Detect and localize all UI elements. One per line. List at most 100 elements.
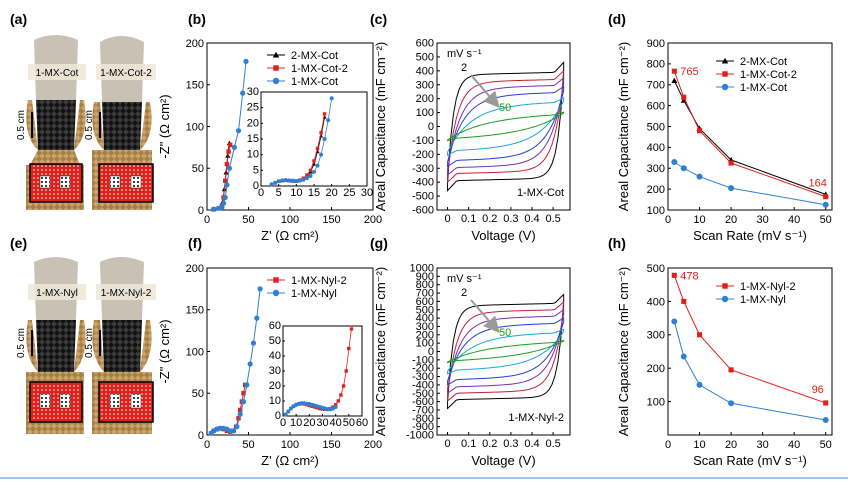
ytick-label-d: 300 xyxy=(647,163,665,175)
yaxis-title-h: Areal Capacitance (mF cm⁻²) xyxy=(616,267,631,436)
xaxis-title-g: Voltage (V) xyxy=(471,453,535,468)
ytick-label-f: 100 xyxy=(186,346,204,358)
yaxis-title-d: Areal Capacitance (mF cm⁻²) xyxy=(616,42,631,211)
data-point-b xyxy=(243,58,249,64)
legend-label-d: 1-MX-Cot-2 xyxy=(740,69,797,81)
data-point-d xyxy=(696,173,703,180)
data-point-d xyxy=(671,158,678,165)
inset-xtick-label-f: 30 xyxy=(316,417,328,429)
data-point-d xyxy=(671,68,677,74)
xtick-label-c: 0.5 xyxy=(545,213,560,225)
inset-xtick-label-f: 50 xyxy=(343,417,355,429)
inset-point-f xyxy=(333,403,338,407)
ytick-label-g: -400 xyxy=(412,379,434,391)
textile-sample-right xyxy=(92,36,154,210)
data-point-f xyxy=(257,286,263,292)
inset-point-b xyxy=(308,168,313,173)
inset-point-f xyxy=(286,409,291,414)
ytick-label-c: 400 xyxy=(416,65,434,77)
xtick-label-h: 0 xyxy=(665,439,671,451)
inset-point-f xyxy=(349,327,354,331)
data-label-top-h: 478 xyxy=(680,270,698,282)
sweep-arrow-c xyxy=(470,74,500,109)
yaxis-title-b: -Z" (Ω cm²) xyxy=(157,94,172,158)
ytick-label-g: -200 xyxy=(412,363,434,375)
annotation-sample-c: 1-MX-Cot xyxy=(517,187,564,199)
data-point-f xyxy=(230,428,237,434)
ytick-label-b: 50 xyxy=(192,163,204,175)
legend-marker-d xyxy=(721,57,729,64)
inset-ytick-label-f: 60 xyxy=(269,320,281,332)
ytick-label-g: 500 xyxy=(416,304,434,316)
inset-point-b xyxy=(304,176,309,181)
inset-point-f xyxy=(283,412,288,417)
inset-xtick-label-f: 10 xyxy=(290,417,302,429)
ytick-label-c: 0 xyxy=(428,121,434,133)
xaxis-title-f: Z' (Ω cm²) xyxy=(261,453,319,468)
data-point-h xyxy=(696,381,703,388)
data-point-h xyxy=(696,332,703,338)
inset-point-f xyxy=(339,393,343,397)
inset-xtick-label-f: 20 xyxy=(303,417,315,429)
xaxis-title-c: Voltage (V) xyxy=(471,228,535,243)
panel-label-d: (d) xyxy=(608,11,626,27)
photo-label-e-right: 1-MX-Nyl-2 xyxy=(101,288,152,299)
data-label-top-d: 765 xyxy=(680,66,698,78)
inset-point-f xyxy=(347,346,351,351)
cv-loop-g xyxy=(447,328,565,375)
inset-point-b xyxy=(329,96,334,101)
ytick-label-b: 100 xyxy=(186,121,204,133)
data-point-f xyxy=(240,399,247,405)
xtick-label-d: 20 xyxy=(725,214,737,226)
data-point-f xyxy=(234,424,240,430)
photo-a: 1-MX-Cot 1-MX-Cot-2 0.5 cm 0.5 cm xyxy=(16,35,156,210)
inset-xtick-label-b: 10 xyxy=(290,187,302,199)
ytick-label-f: 150 xyxy=(186,305,204,317)
inset-xtick-label-f: 0 xyxy=(280,417,286,429)
cv-loop-g xyxy=(447,293,565,410)
xtick-label-d: 10 xyxy=(693,214,705,226)
xtick-label-g: 0 xyxy=(444,438,450,450)
xtick-label-c: 0.3 xyxy=(503,213,518,225)
inset-xtick-label-b: 15 xyxy=(308,187,320,199)
data-point-f xyxy=(241,391,246,396)
data-point-b xyxy=(240,90,246,96)
xtick-label-h: 10 xyxy=(693,439,705,451)
xtick-label-g: 0.4 xyxy=(524,438,539,450)
data-point-d xyxy=(696,128,703,134)
xtick-label-f: 50 xyxy=(242,439,254,451)
xtick-label-b: 100 xyxy=(281,214,299,226)
xtick-label-f: 150 xyxy=(322,439,340,451)
legend-marker-f xyxy=(273,277,279,283)
inset-xtick-label-f: 40 xyxy=(330,417,342,429)
data-point-f xyxy=(236,416,241,421)
chart-d: 0 10 20 30 40 50 100 200 300 400 500 600 700 800 900 Sc… xyxy=(616,38,833,243)
legend-marker-b xyxy=(273,65,279,71)
legend-marker-d xyxy=(722,71,728,77)
ytick-label-g: -600 xyxy=(412,396,434,408)
ytick-label-d: 500 xyxy=(647,121,665,133)
data-point-h xyxy=(822,416,829,423)
inset-point-b xyxy=(276,179,281,184)
data-point-b xyxy=(226,165,233,171)
photo-label-a-left: 1-MX-Cot xyxy=(36,68,79,79)
inset-point-b xyxy=(315,146,320,151)
ytick-label-c: -600 xyxy=(412,205,434,217)
data-point-b xyxy=(226,149,231,154)
panel-label-h: (h) xyxy=(608,235,626,251)
xtick-label-c: 0 xyxy=(444,213,450,225)
data-point-d xyxy=(823,194,829,200)
xtick-label-d: 30 xyxy=(756,214,768,226)
xtick-label-g: 0.1 xyxy=(461,438,476,450)
inset-ytick-label-f: 0 xyxy=(275,410,281,422)
cv-loop-c xyxy=(447,61,565,192)
legend-marker-f xyxy=(272,289,280,297)
xtick-label-d: 40 xyxy=(788,214,800,226)
inset-point-b xyxy=(305,173,309,177)
inset-point-b xyxy=(326,118,331,123)
data-point-b xyxy=(223,178,228,183)
annotation-unit-g: mV s⁻¹ xyxy=(447,273,482,285)
ytick-label-d: 800 xyxy=(647,59,665,71)
inset-xtick-label-b: 30 xyxy=(361,187,373,199)
